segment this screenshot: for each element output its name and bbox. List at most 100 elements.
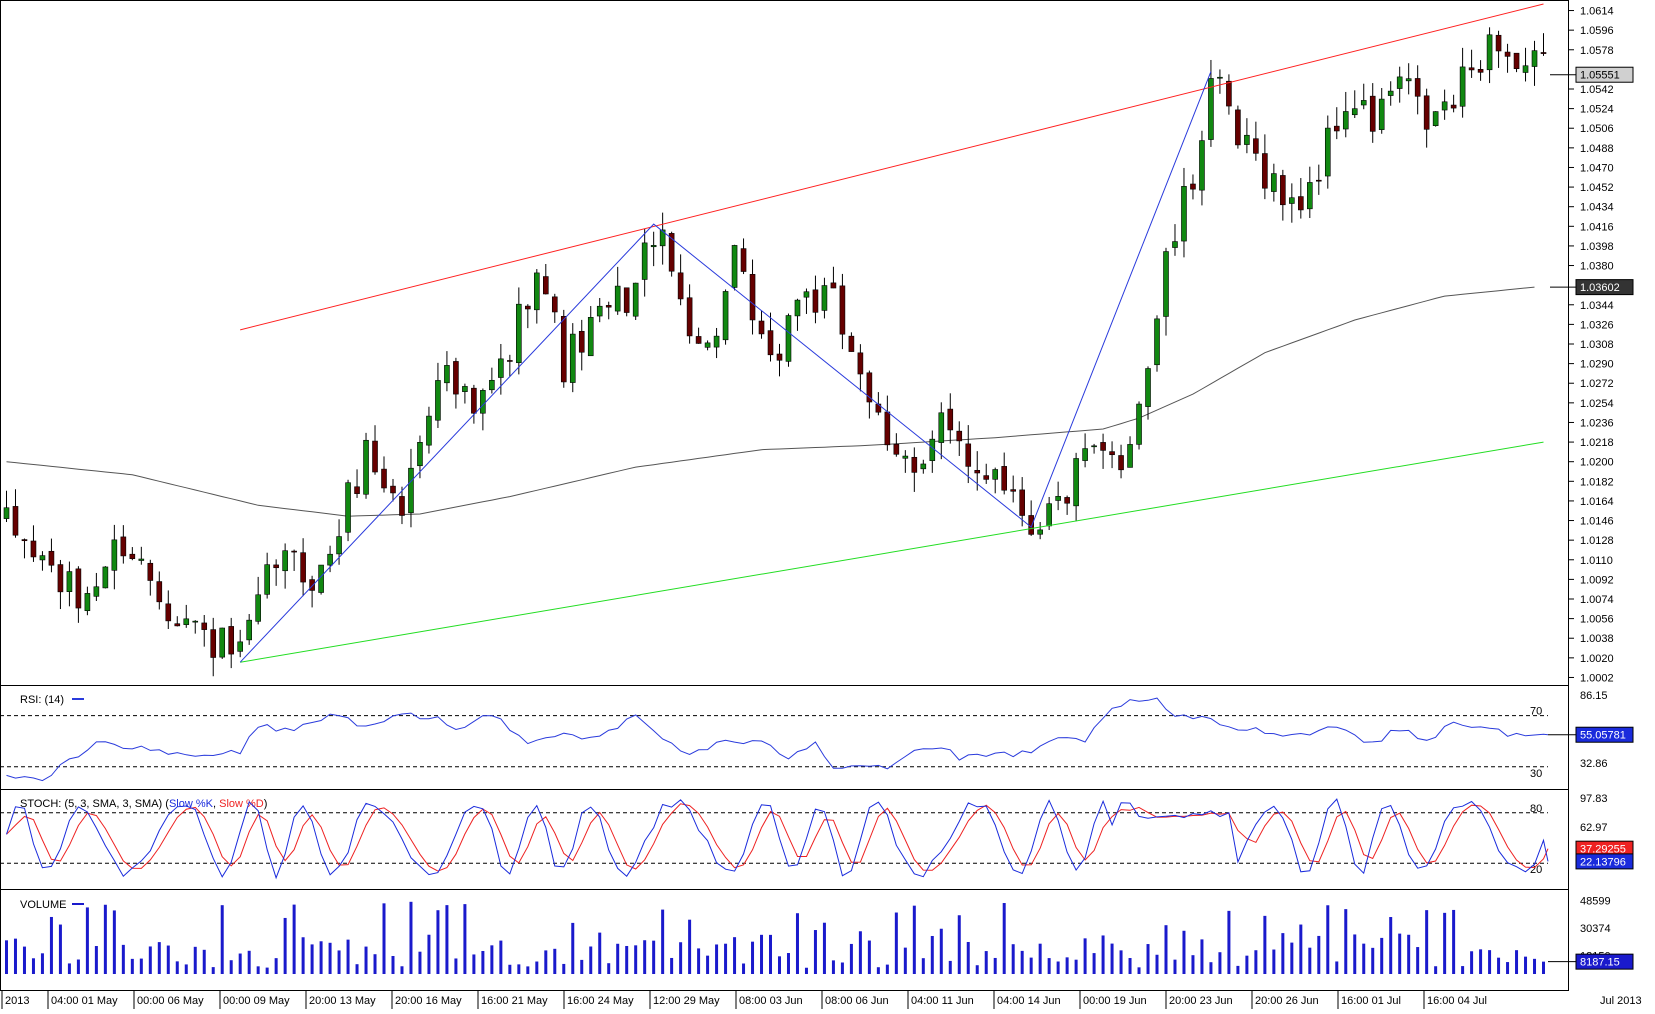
volume-bar [858,931,862,974]
volume-bar [957,915,961,974]
candle-body [1172,241,1178,248]
candle [1531,40,1538,86]
volume-bar [1209,962,1213,974]
volume-current-label: 8187.15 [1580,957,1620,969]
price-tick-label: 1.0056 [1580,614,1614,626]
volume-bar [94,946,98,974]
volume-bar [840,962,844,974]
candle [1289,183,1295,223]
candle [1468,49,1475,78]
candle [246,614,252,645]
x-tick-label: 20:00 26 Jun [1255,995,1319,1007]
candle-body [1531,50,1538,67]
candle-body [147,562,154,581]
candle-body [830,282,837,289]
volume-bar [724,943,728,974]
volume-bar [67,963,71,974]
volume-bar [1335,961,1339,974]
x-tick-label: 00:00 19 Jun [1083,995,1147,1007]
volume-bar [328,942,332,974]
candle-body [1459,66,1466,107]
candle-body [650,245,657,248]
volume-bar [553,948,557,974]
volume-bar [652,940,656,974]
volume-bar [22,946,26,974]
candle-body [246,619,252,641]
candle-body [560,315,567,383]
current-price-label: 1.05551 [1580,70,1620,82]
candle [192,620,199,634]
volume-bar [1281,933,1285,974]
stoch-k-current-box [1575,853,1634,870]
candle-body [1199,140,1205,191]
volume-bar [849,943,853,974]
volume-bar [103,904,107,974]
candle [704,340,711,351]
candle-body [426,415,432,446]
candle [560,309,567,388]
x-tick-label: 04:00 11 Jun [911,995,974,1007]
volume-bar [193,946,197,974]
candle [632,282,639,320]
volume-bar [1344,909,1348,974]
candle [641,228,648,297]
candle [1307,166,1313,219]
volume-bar [1020,950,1024,974]
candle [1477,60,1484,81]
volume-bar [319,941,323,974]
volume-bar [112,910,116,974]
candle-body [803,291,810,298]
volume-bar [688,919,692,974]
volume-bar [1416,947,1420,974]
candle [992,467,999,494]
candle [938,402,945,460]
price-tick-label: 1.0308 [1580,339,1614,351]
candle [1342,91,1349,138]
stoch-d-line [6,803,1549,872]
volume-bar [481,950,485,974]
volume-bar [58,924,62,974]
candle [102,566,109,589]
candle-body [641,242,648,280]
volume-bar [580,959,584,974]
candle-body [1235,109,1241,146]
candle-body [84,593,91,612]
candle [408,448,414,528]
stoch-k-line [6,798,1549,880]
candle-body [1226,80,1232,107]
candle [650,231,657,267]
candle [596,297,603,323]
candle [1522,47,1529,82]
x-tick-label: 20:00 13 May [309,995,376,1007]
volume-bar [508,964,512,974]
candle [1540,33,1547,56]
candle [1298,178,1304,219]
candle [1199,130,1205,206]
volume-bar [274,958,278,974]
rsi-current-box [1575,726,1634,743]
volume-title: VOLUME [20,899,66,911]
volume-bar [1389,917,1393,974]
rsi-levels: 70 30 [0,706,1548,780]
x-tick-label: 08:00 06 Jun [825,995,889,1007]
volume-bar [1362,943,1366,974]
candle [201,615,208,647]
candle [1495,30,1502,68]
candle [776,343,783,377]
candle [911,447,918,492]
volume-bar [1497,957,1501,974]
price-tick-label: 1.0236 [1580,417,1614,429]
candle-body [363,439,369,495]
candle [1378,88,1385,134]
volume-bar [454,958,458,974]
price-tick-label: 1.0416 [1580,221,1614,233]
candle [551,293,558,323]
candle-body [309,579,315,591]
candle [1208,59,1214,147]
candle-body [1208,78,1214,140]
volume-bar [436,910,440,974]
candle [372,425,378,475]
candle-body [1028,515,1034,535]
candle [695,327,702,344]
price-tick-label: 1.0380 [1580,261,1614,273]
